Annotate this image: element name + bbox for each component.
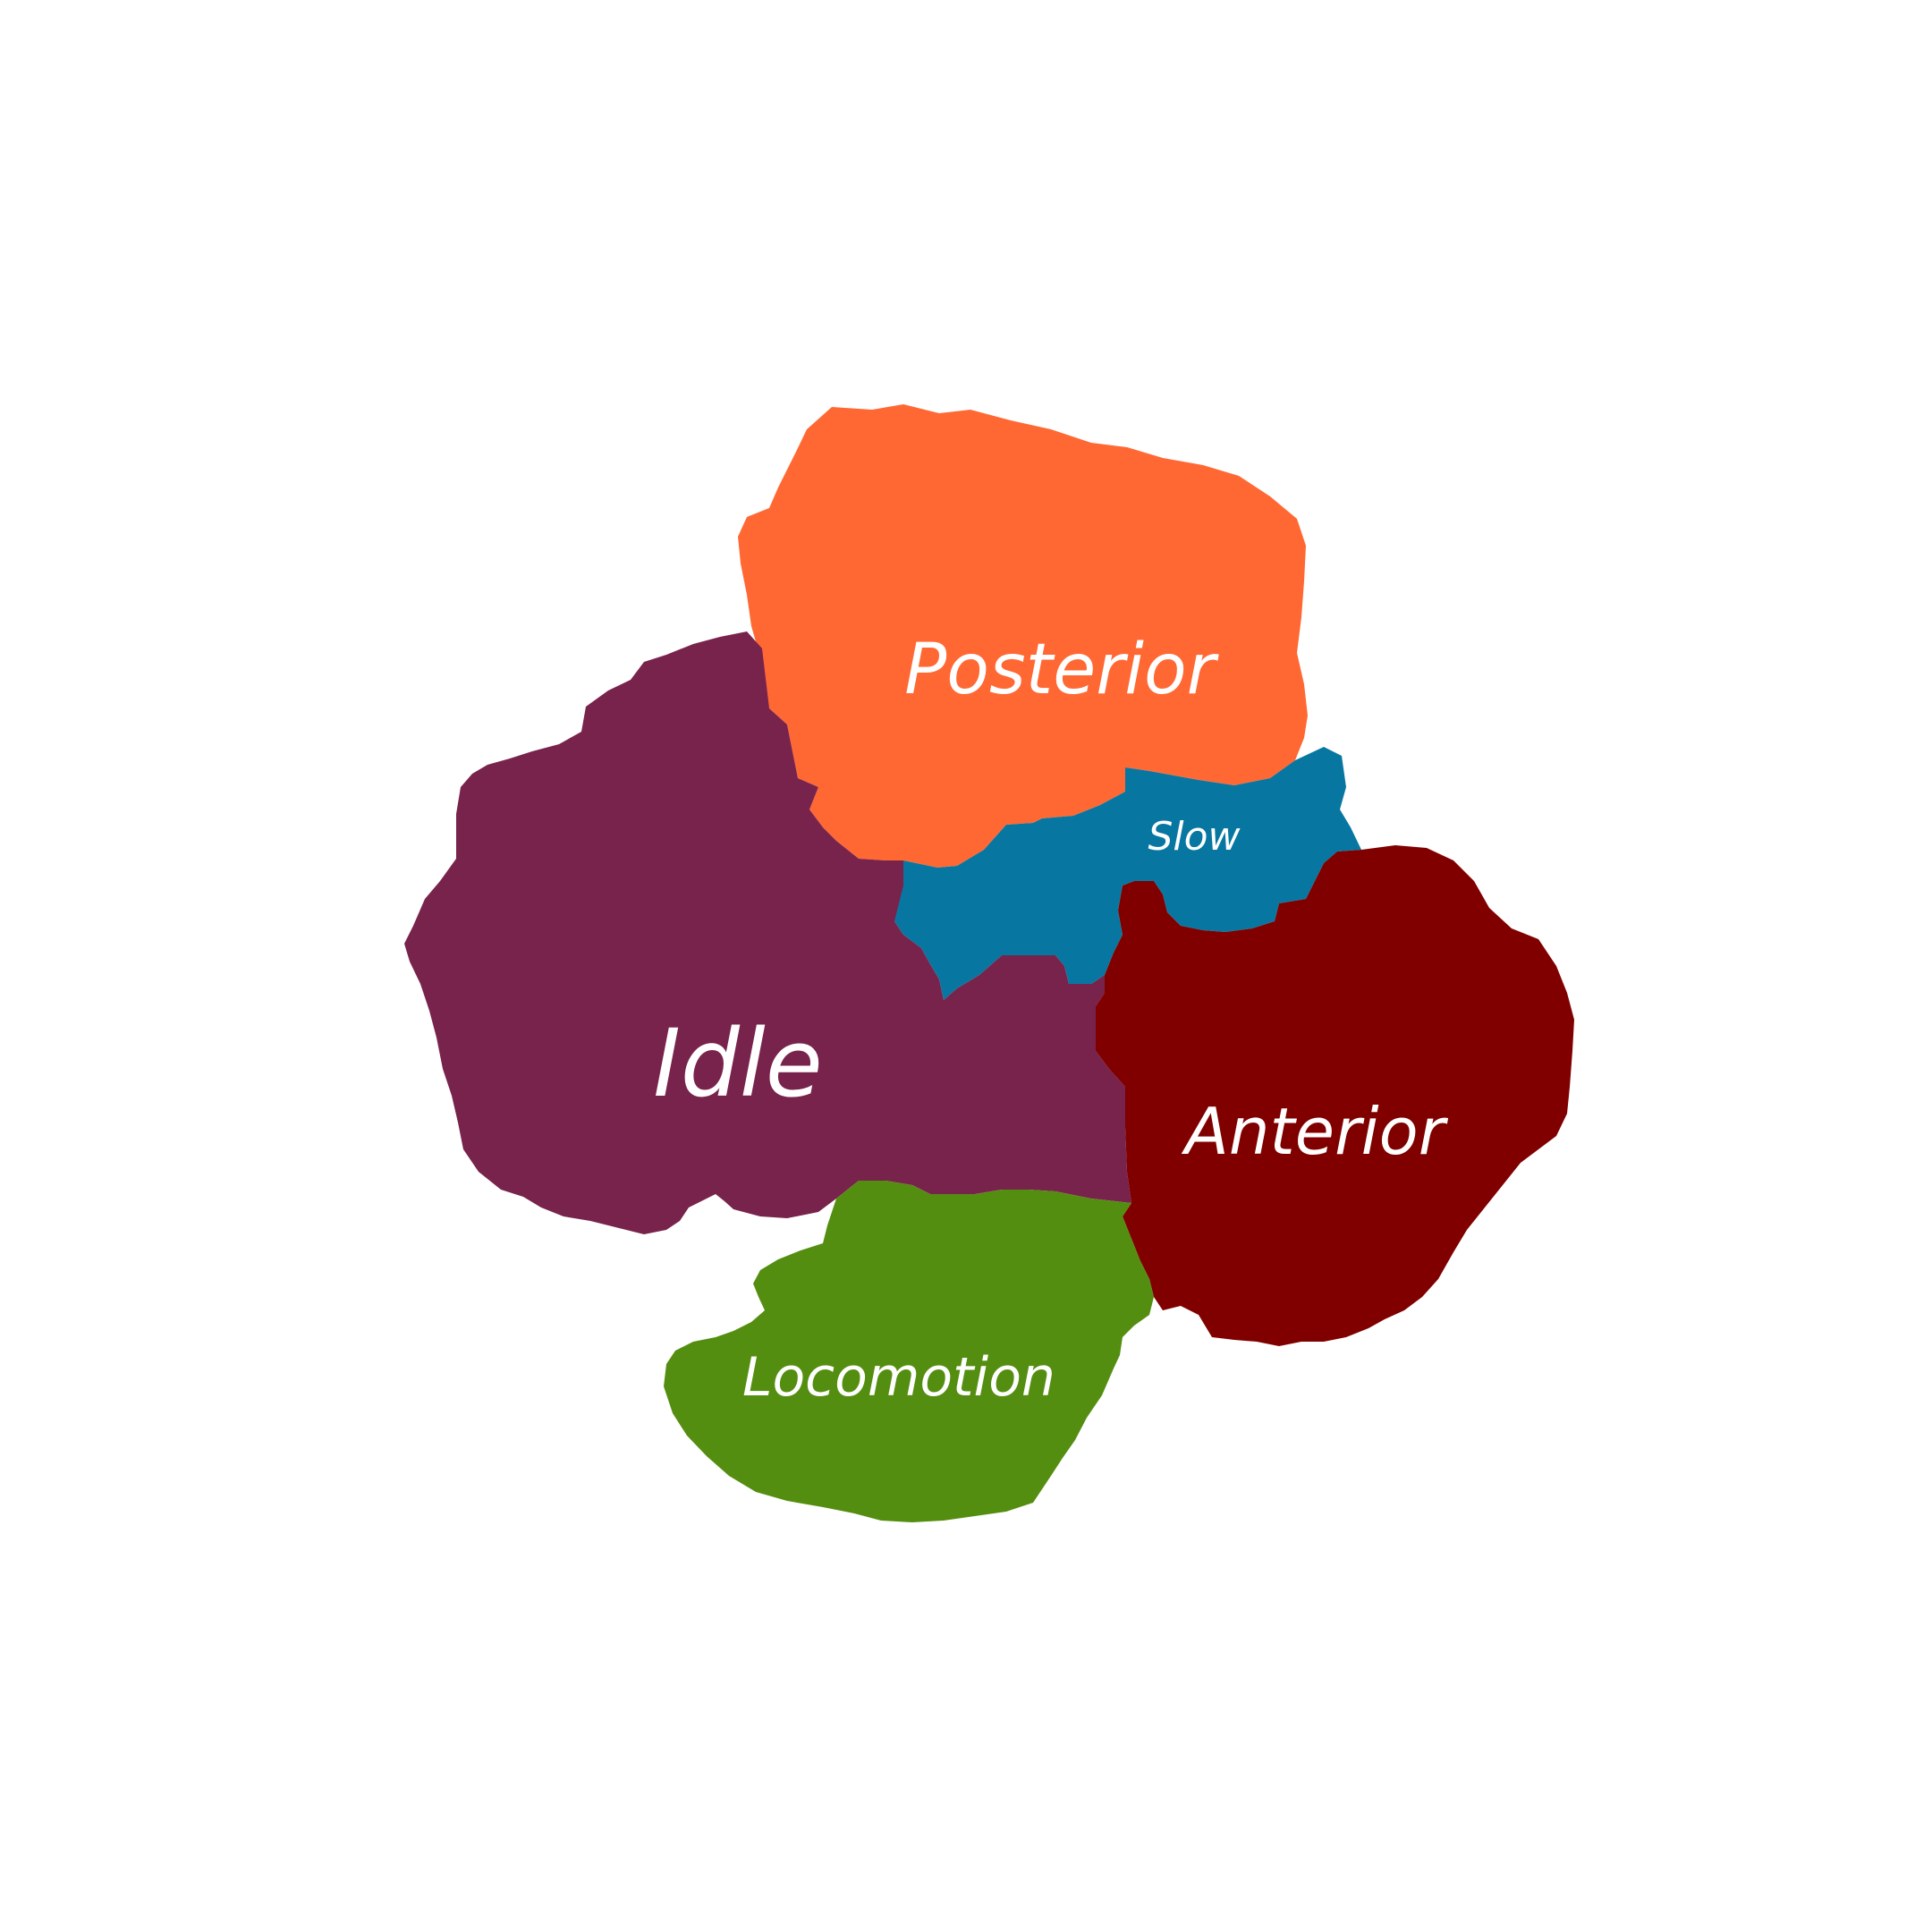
region-locomotion: [664, 1181, 1154, 1522]
label-slow: Slow: [1148, 814, 1241, 860]
label-locomotion: Locomotion: [742, 1346, 1055, 1409]
region-slow: [894, 747, 1361, 1000]
label-idle: Idle: [653, 1009, 823, 1118]
region-anterior: [1096, 845, 1574, 1346]
label-posterior: Posterior: [904, 630, 1219, 710]
region-idle: [404, 631, 1131, 1234]
region-posterior: [738, 404, 1308, 868]
label-anterior: Anterior: [1182, 1094, 1449, 1169]
